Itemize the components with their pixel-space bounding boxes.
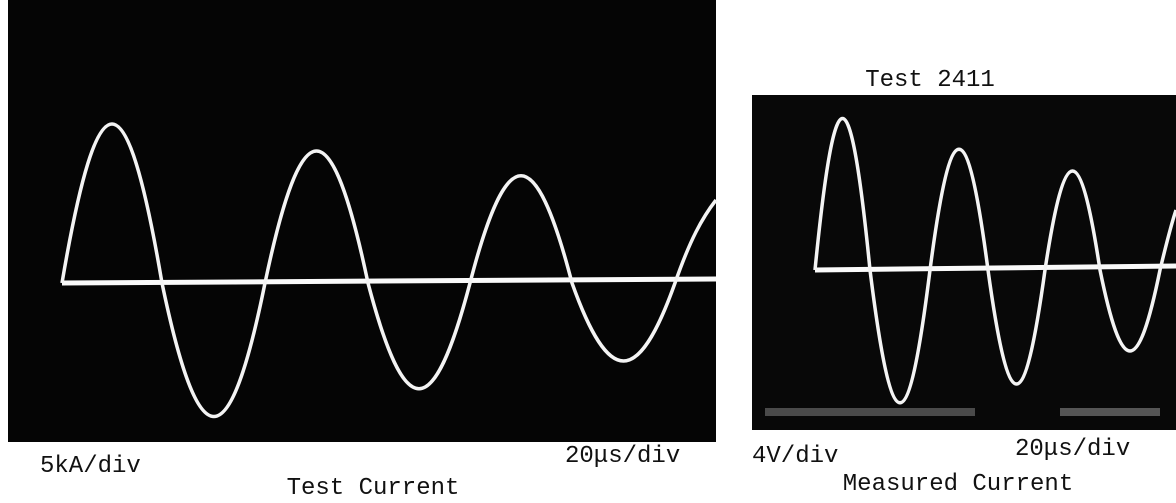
screen-glare (765, 408, 975, 416)
left-panel: 5kA/div 20μs/div Test Current (8, 0, 718, 502)
vertical-scale: 5kA/div (40, 453, 141, 480)
baseline (61, 276, 717, 286)
waveform (813, 117, 1176, 405)
horizontal-scale: 20μs/div (1015, 436, 1130, 463)
panel-title: Test 2411 (865, 67, 995, 94)
vertical-scale: 4V/div (752, 443, 838, 470)
screen-glare (1060, 408, 1160, 416)
waveform (60, 122, 718, 419)
caption: Test Current (287, 475, 460, 502)
caption: Measured Current (843, 471, 1073, 498)
right-panel: Test 2411 4V/div 20μs/div Measured Curre… (752, 67, 1176, 498)
baseline (814, 263, 1176, 273)
horizontal-scale: 20μs/div (565, 443, 680, 470)
scope-screen (8, 0, 716, 442)
